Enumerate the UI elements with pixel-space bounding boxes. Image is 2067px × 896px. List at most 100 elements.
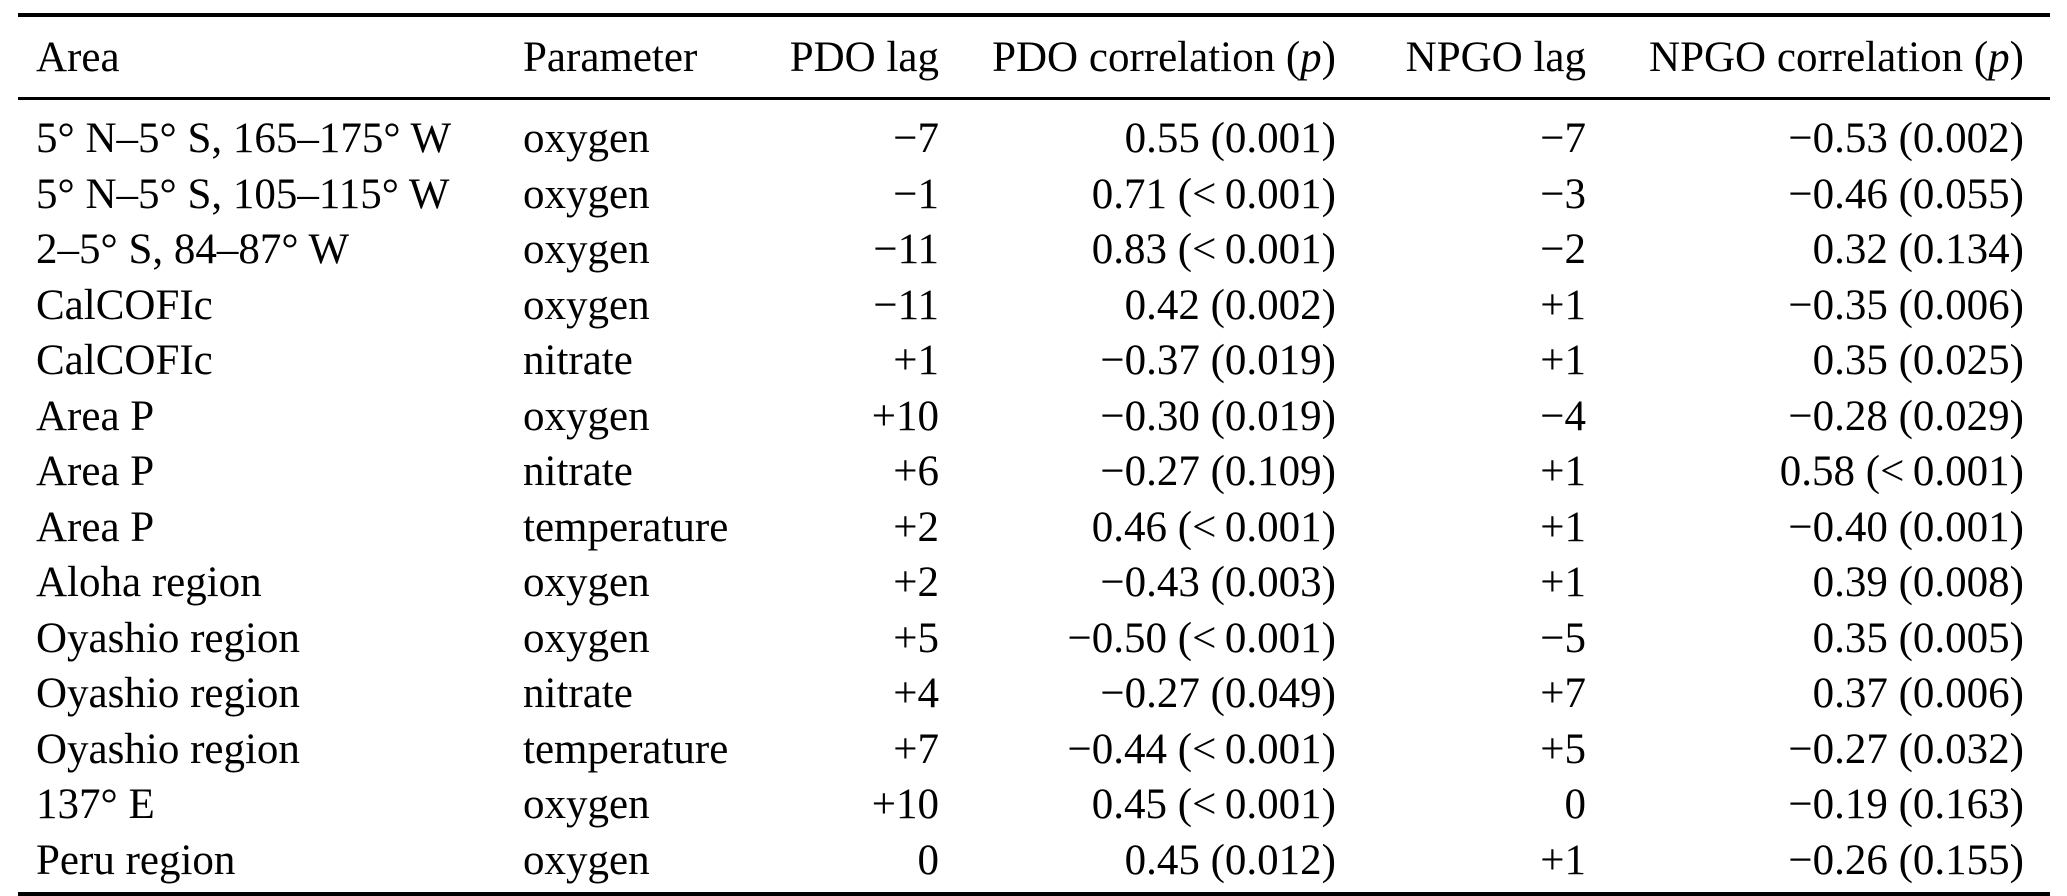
- cell-area: 5° N–5° S, 165–175° W: [36, 115, 452, 162]
- cell-pdo-correlation: −0.27 (0.109): [1100, 448, 1336, 495]
- cell-npgo-correlation: 0.58 (< 0.001): [1779, 448, 2024, 495]
- cell-npgo-lag: −2: [1540, 226, 1586, 273]
- cell-npgo-lag: +5: [1540, 725, 1586, 773]
- npgo-correlation-label-suffix: ): [2009, 33, 2024, 81]
- cell-parameter: oxygen: [523, 226, 650, 273]
- table-row: Aloha region oxygen +2 −0.43 (0.003) +1 0.39 …: [18, 555, 2050, 611]
- column-header-npgo-correlation: NPGO correlation (p): [1587, 15, 2050, 100]
- table-row: Oyashio region oxygen +5 −0.50 (< 0.001) −5 0…: [18, 611, 2050, 667]
- cell-pdo-lag: 0: [917, 836, 940, 884]
- cell-pdo-correlation: 0.42 (0.002): [1124, 281, 1336, 329]
- cell-npgo-lag: +1: [1540, 503, 1586, 551]
- cell-area: CalCOFIc: [36, 281, 213, 329]
- cell-npgo-lag: −3: [1540, 170, 1586, 218]
- column-header-pdo-correlation: PDO correlation (p): [940, 15, 1337, 100]
- cell-area: Area P: [36, 448, 155, 495]
- cell-area: 137° E: [36, 781, 155, 828]
- cell-npgo-correlation: 0.39 (0.008): [1812, 559, 2024, 606]
- npgo-correlation-label-prefix: NPGO correlation (: [1649, 33, 1989, 81]
- cell-pdo-correlation: 0.55 (0.001): [1124, 115, 1336, 162]
- cell-area: CalCOFIc: [36, 337, 213, 384]
- cell-npgo-correlation: −0.46 (0.055): [1788, 170, 2024, 218]
- cell-npgo-correlation: −0.53 (0.002): [1788, 115, 2024, 162]
- cell-pdo-correlation: 0.45 (0.012): [1124, 836, 1336, 884]
- column-header-npgo-lag: NPGO lag: [1337, 15, 1587, 100]
- cell-pdo-lag: +4: [893, 670, 939, 717]
- cell-pdo-lag: +5: [893, 614, 939, 662]
- pdo-correlation-label-suffix: ): [1321, 33, 1336, 81]
- cell-pdo-lag: −11: [873, 226, 939, 273]
- cell-parameter: oxygen: [523, 170, 650, 218]
- cell-pdo-correlation: 0.46 (< 0.001): [1091, 503, 1336, 551]
- cell-npgo-lag: −4: [1540, 392, 1586, 440]
- cell-pdo-correlation: −0.43 (0.003): [1100, 559, 1336, 606]
- cell-npgo-correlation: −0.35 (0.006): [1788, 281, 2024, 329]
- table-row: Area P nitrate +6 −0.27 (0.109) +1 0.58 (< 0.…: [18, 444, 2050, 500]
- cell-npgo-lag: 0: [1564, 781, 1587, 828]
- cell-area: Oyashio region: [36, 670, 300, 717]
- cell-npgo-correlation: 0.37 (0.006): [1812, 670, 2024, 717]
- cell-parameter: oxygen: [523, 115, 650, 162]
- correlation-table: Area Parameter PDO lag PDO correlation (…: [18, 13, 2050, 896]
- cell-pdo-lag: +2: [893, 559, 939, 606]
- cell-pdo-lag: +10: [871, 781, 939, 828]
- table-row: CalCOFIc oxygen −11 0.42 (0.002) +1 −0.35 (0.…: [18, 278, 2050, 334]
- cell-area: Oyashio region: [36, 614, 300, 662]
- cell-area: Area P: [36, 503, 155, 551]
- cell-pdo-lag: +2: [893, 503, 939, 551]
- cell-pdo-lag: −11: [873, 281, 939, 329]
- cell-npgo-lag: +7: [1540, 670, 1586, 717]
- pdo-correlation-label-p: p: [1300, 33, 1322, 81]
- cell-pdo-correlation: −0.27 (0.049): [1100, 670, 1336, 717]
- table-row: 5° N–5° S, 165–175° W oxygen −7 0.55 (0.001…: [18, 99, 2050, 167]
- cell-parameter: oxygen: [523, 781, 650, 828]
- table-row: Area P oxygen +10 −0.30 (0.019) −4 −0.28 (0.0…: [18, 389, 2050, 445]
- cell-pdo-correlation: 0.83 (< 0.001): [1091, 226, 1336, 273]
- cell-npgo-correlation: −0.27 (0.032): [1788, 725, 2024, 773]
- table-row: 5° N–5° S, 105–115° W oxygen −1 0.71 (< 0.0…: [18, 167, 2050, 223]
- cell-npgo-lag: +1: [1540, 281, 1586, 329]
- cell-npgo-correlation: 0.32 (0.134): [1812, 226, 2024, 273]
- table-row: 137° E oxygen +10 0.45 (< 0.001) 0 −0.19 (0.1…: [18, 777, 2050, 833]
- cell-pdo-correlation: −0.30 (0.019): [1100, 392, 1336, 440]
- npgo-correlation-label-p: p: [1988, 33, 2010, 81]
- cell-parameter: oxygen: [523, 392, 650, 440]
- cell-pdo-correlation: −0.44 (< 0.001): [1067, 725, 1337, 773]
- cell-parameter: nitrate: [523, 670, 633, 717]
- cell-npgo-lag: +1: [1540, 448, 1586, 495]
- column-header-area: Area: [18, 15, 522, 100]
- cell-parameter: oxygen: [523, 281, 650, 329]
- cell-pdo-correlation: −0.50 (< 0.001): [1067, 614, 1337, 662]
- cell-npgo-lag: −5: [1540, 614, 1586, 662]
- cell-area: Oyashio region: [36, 725, 300, 773]
- cell-pdo-lag: +7: [893, 725, 939, 773]
- pdo-correlation-label-prefix: PDO correlation (: [992, 33, 1301, 81]
- cell-npgo-correlation: −0.26 (0.155): [1788, 836, 2024, 884]
- cell-area: 2–5° S, 84–87° W: [36, 226, 350, 273]
- cell-area: Aloha region: [36, 559, 262, 606]
- cell-npgo-correlation: 0.35 (0.025): [1812, 337, 2024, 384]
- cell-area: 5° N–5° S, 105–115° W: [36, 170, 450, 218]
- table-row: 2–5° S, 84–87° W oxygen −11 0.83 (< 0.001) −…: [18, 222, 2050, 278]
- cell-area: Area P: [36, 392, 155, 440]
- cell-area: Peru region: [36, 836, 236, 884]
- cell-pdo-correlation: −0.37 (0.019): [1100, 337, 1336, 384]
- table-row: Oyashio region nitrate +4 −0.27 (0.049) +7 0.…: [18, 666, 2050, 722]
- cell-npgo-correlation: −0.40 (0.001): [1788, 503, 2024, 551]
- cell-parameter: temperature: [523, 503, 729, 551]
- cell-npgo-lag: +1: [1540, 337, 1586, 384]
- cell-parameter: temperature: [523, 725, 729, 773]
- table-row: Oyashio region temperature +7 −0.44 (< 0.00…: [18, 722, 2050, 778]
- cell-parameter: nitrate: [523, 448, 633, 495]
- table-row: Area P temperature +2 0.46 (< 0.001) +1 −0.40…: [18, 500, 2050, 556]
- cell-pdo-lag: +1: [893, 337, 939, 384]
- cell-parameter: oxygen: [523, 559, 650, 606]
- cell-npgo-lag: −7: [1540, 115, 1586, 162]
- table-header-row: Area Parameter PDO lag PDO correlation (…: [18, 15, 2050, 100]
- cell-pdo-correlation: 0.71 (< 0.001): [1091, 170, 1336, 218]
- cell-npgo-correlation: −0.19 (0.163): [1788, 781, 2024, 828]
- cell-pdo-lag: +6: [893, 448, 939, 495]
- table-row: Peru region oxygen 0 0.45 (0.012) +1 −0.26 (0…: [18, 833, 2050, 895]
- cell-parameter: oxygen: [523, 836, 650, 884]
- column-header-pdo-lag: PDO lag: [738, 15, 940, 100]
